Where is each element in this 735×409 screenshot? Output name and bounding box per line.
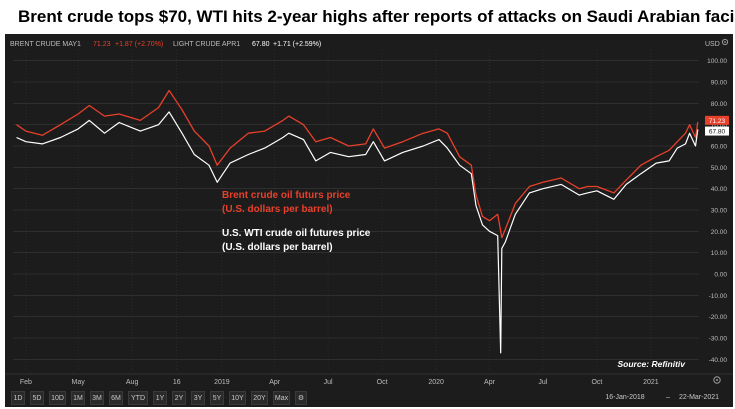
start-date[interactable]: 16-Jan-2018 — [605, 394, 645, 401]
range-button-1m[interactable]: 1M — [71, 391, 85, 405]
y-tick-label: 90.00 — [711, 80, 728, 87]
range-button-ytd[interactable]: YTD — [128, 391, 148, 405]
x-tick-label: May — [72, 379, 86, 386]
wti-legend-value: 67.80 — [252, 41, 270, 48]
settings-gear-icon[interactable] — [721, 38, 729, 46]
y-tick-label: 0.00 — [714, 272, 727, 279]
y-tick-label: 10.00 — [711, 250, 728, 257]
brent-annotation-line2: (U.S. dollars per barrel) — [222, 204, 333, 215]
wti-annotation-line2: (U.S. dollars per barrel) — [222, 242, 333, 253]
range-button-6m[interactable]: 6M — [109, 391, 123, 405]
headline: Brent crude tops $70, WTI hits 2-year hi… — [0, 0, 735, 34]
currency-label: USD — [705, 41, 720, 48]
range-button-1d[interactable]: 1D — [11, 391, 25, 405]
range-button-1y[interactable]: 1Y — [153, 391, 167, 405]
range-button-5y[interactable]: 5Y — [210, 391, 224, 405]
wti-legend-label: LIGHT CRUDE APR1 — [173, 41, 240, 48]
range-button-10d[interactable]: 10D — [49, 391, 66, 405]
reset-zoom-icon[interactable] — [713, 376, 721, 384]
y-tick-label: -10.00 — [709, 293, 728, 300]
y-tick-label: -40.00 — [709, 357, 728, 364]
range-settings-icon[interactable]: ⚙ — [295, 391, 307, 405]
last-price-tags: 71.23 67.80 — [705, 115, 729, 136]
wti-last-price-tag-text: 67.80 — [709, 129, 726, 136]
y-tick-label: 100.00 — [707, 58, 727, 65]
chart-panel: BRENT CRUDE MAY1 71.23 +1.87 (+2.70%) LI… — [5, 34, 733, 407]
y-axis-ticks: 100.00 90.00 80.00 70.00 60.00 50.00 40.00 30.0… — [707, 58, 727, 364]
wti-series-line — [16, 111, 699, 354]
range-button-2y[interactable]: 2Y — [172, 391, 186, 405]
x-tick-label: 16 — [173, 379, 181, 386]
range-button-10y[interactable]: 10Y — [229, 391, 246, 405]
brent-last-price-tag-box — [705, 115, 729, 125]
range-button-20y[interactable]: 20Y — [251, 391, 268, 405]
brent-legend-label: BRENT CRUDE MAY1 — [10, 41, 81, 48]
date-separator: – — [666, 394, 670, 401]
range-button-5d[interactable]: 5D — [30, 391, 44, 405]
wti-last-price-tag-box — [705, 126, 729, 136]
y-tick-label: 60.00 — [711, 144, 728, 151]
y-tick-label: 40.00 — [711, 186, 728, 193]
x-tick-label: 2021 — [643, 379, 659, 386]
x-tick-label: Apr — [269, 379, 281, 386]
price-chart: BRENT CRUDE MAY1 71.23 +1.87 (+2.70%) LI… — [5, 38, 733, 386]
gridlines — [13, 50, 699, 370]
brent-last-price-tag-text: 71.23 — [709, 118, 726, 125]
y-tick-label: -30.00 — [709, 336, 728, 343]
x-tick-label: 2019 — [214, 379, 230, 386]
range-button-max[interactable]: Max — [273, 391, 290, 405]
x-tick-label: Feb — [20, 379, 32, 386]
x-tick-label: Aug — [126, 379, 139, 386]
x-tick-label: Oct — [591, 379, 602, 386]
x-axis-ticks: Feb May Aug 16 2019 Apr Jul Oct 2020 Apr Jul Oct 202… — [5, 373, 733, 386]
y-tick-label: -20.00 — [709, 314, 728, 321]
brent-last-price-tag: 71.23 — [705, 115, 729, 125]
y-tick-label: 80.00 — [711, 101, 728, 108]
range-button-3y[interactable]: 3Y — [191, 391, 205, 405]
brent-legend-value: 71.23 — [93, 41, 111, 48]
y-tick-label: 20.00 — [711, 229, 728, 236]
range-button-3m[interactable]: 3M — [90, 391, 104, 405]
range-selector-bar: 16-Jan-2018 – 22-Mar-2021 1D 5D 10D 1M 3M 6M Y… — [5, 389, 733, 407]
wti-last-price-tag: 67.80 — [705, 126, 729, 136]
end-date[interactable]: 22-Mar-2021 — [678, 394, 720, 401]
brent-series-line — [16, 89, 699, 239]
brent-annotation-line1: Brent crude oil futurs price — [222, 190, 351, 201]
x-tick-label: Jul — [538, 379, 547, 386]
x-tick-label: Jul — [324, 379, 333, 386]
y-tick-label: 30.00 — [711, 208, 728, 215]
y-tick-label: 50.00 — [711, 165, 728, 172]
y-tick-label: 70.00 — [711, 122, 728, 129]
x-tick-label: Oct — [377, 379, 388, 386]
brent-legend-change: +1.87 (+2.70%) — [115, 41, 163, 48]
source-label: Source: Refinitiv — [617, 359, 686, 369]
wti-legend-change: +1.71 (+2.59%) — [273, 41, 321, 48]
x-tick-label: 2020 — [428, 379, 444, 386]
x-tick-label: Apr — [484, 379, 496, 386]
wti-annotation-line1: U.S. WTI crude oil futures price — [222, 228, 371, 239]
